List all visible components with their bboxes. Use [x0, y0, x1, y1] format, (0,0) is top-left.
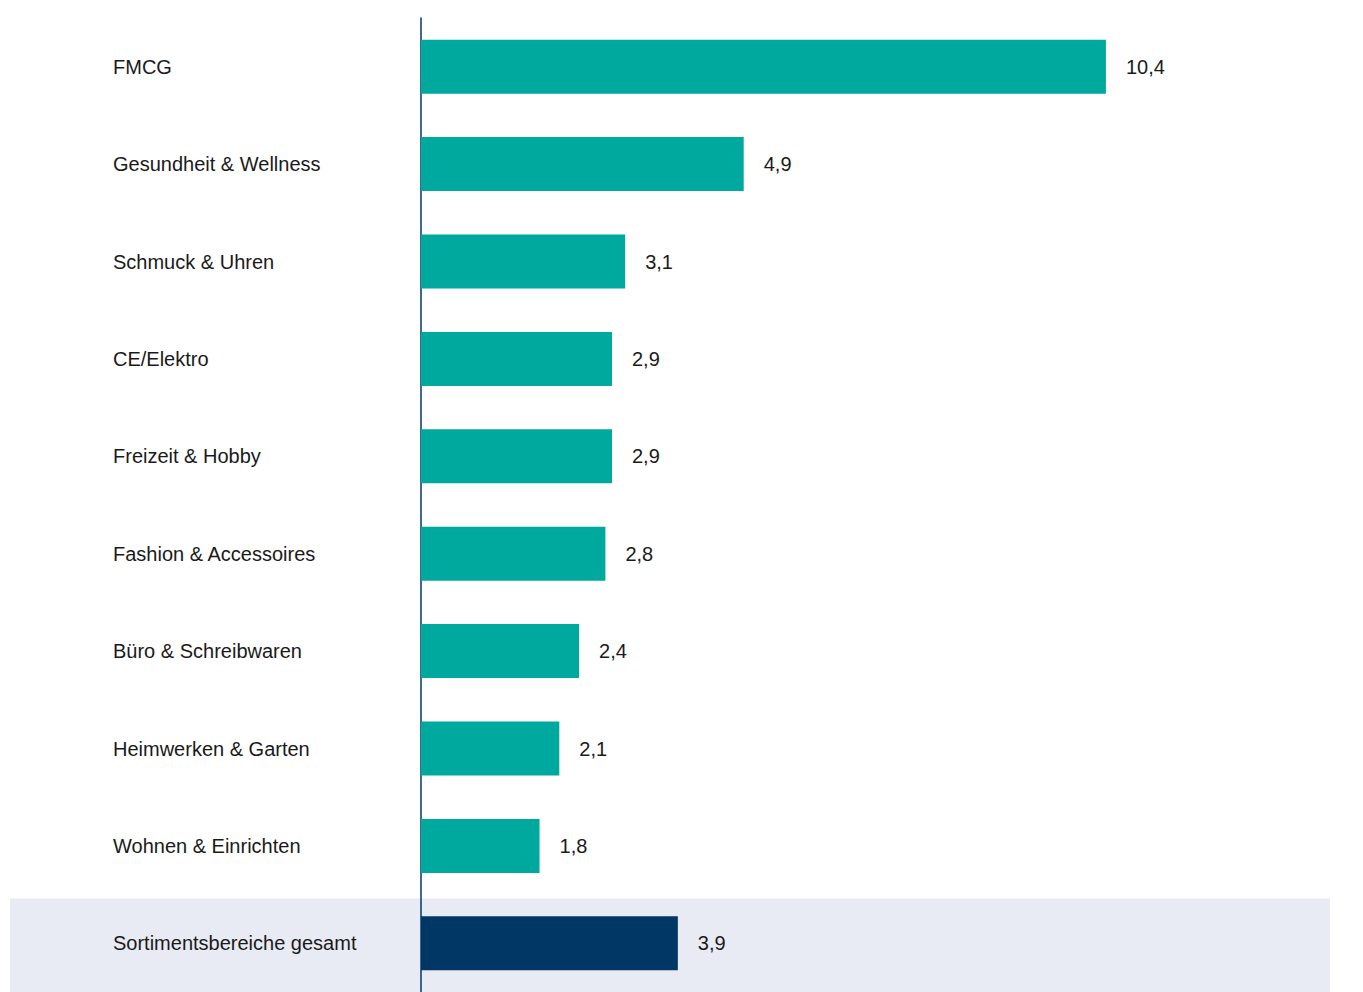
svg-text:3,1: 3,1 — [645, 251, 673, 273]
svg-text:Freizeit & Hobby: Freizeit & Hobby — [113, 445, 261, 467]
svg-text:Büro & Schreibwaren: Büro & Schreibwaren — [113, 640, 302, 662]
svg-text:10,4: 10,4 — [1126, 56, 1165, 78]
svg-text:4,9: 4,9 — [764, 153, 792, 175]
svg-text:Sortimentsbereiche gesamt: Sortimentsbereiche gesamt — [113, 932, 357, 954]
svg-text:1,8: 1,8 — [560, 835, 588, 857]
svg-text:FMCG: FMCG — [113, 56, 172, 78]
svg-text:CE/Elektro: CE/Elektro — [113, 348, 209, 370]
svg-text:2,9: 2,9 — [632, 348, 660, 370]
svg-text:2,8: 2,8 — [625, 543, 653, 565]
svg-text:Schmuck & Uhren: Schmuck & Uhren — [113, 251, 274, 273]
svg-text:Wohnen & Einrichten: Wohnen & Einrichten — [113, 835, 301, 857]
svg-text:2,1: 2,1 — [579, 738, 607, 760]
svg-text:2,9: 2,9 — [632, 445, 660, 467]
svg-text:3,9: 3,9 — [698, 932, 726, 954]
svg-text:Heimwerken & Garten: Heimwerken & Garten — [113, 738, 310, 760]
svg-text:Gesundheit & Wellness: Gesundheit & Wellness — [113, 153, 321, 175]
svg-text:2,4: 2,4 — [599, 640, 627, 662]
svg-text:Fashion & Accessoires: Fashion & Accessoires — [113, 543, 315, 565]
